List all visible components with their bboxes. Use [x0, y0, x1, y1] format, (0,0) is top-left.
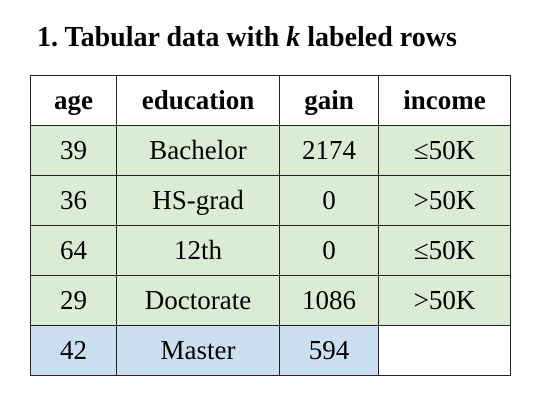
cell-income-missing — [378, 325, 511, 376]
title-suffix: labeled rows — [300, 22, 457, 53]
cell-age: 39 — [30, 125, 117, 176]
cell-gain: 2174 — [279, 125, 379, 176]
cell-age: 64 — [30, 225, 117, 276]
cell-income: >50K — [378, 175, 511, 226]
cell-education: Bachelor — [116, 125, 280, 176]
cell-gain: 0 — [279, 175, 379, 226]
table-row: 29 Doctorate 1086 >50K — [30, 275, 511, 326]
cell-age: 36 — [30, 175, 117, 226]
table-header-row: age education gain income — [30, 75, 511, 126]
table-row-unlabeled: 42 Master 594 — [30, 325, 511, 376]
table-row: 39 Bachelor 2174 ≤50K — [30, 125, 511, 176]
cell-education: HS-grad — [116, 175, 280, 226]
column-header-age: age — [30, 75, 117, 126]
table-row: 64 12th 0 ≤50K — [30, 225, 511, 276]
cell-age: 29 — [30, 275, 117, 326]
cell-education: Doctorate — [116, 275, 280, 326]
column-header-income: income — [378, 75, 511, 126]
section-title: 1. Tabular data with k labeled rows — [37, 20, 457, 56]
table-row: 36 HS-grad 0 >50K — [30, 175, 511, 226]
data-table: age education gain income 39 Bachelor 21… — [30, 75, 511, 376]
column-header-education: education — [116, 75, 280, 126]
title-prefix: 1. Tabular data with — [37, 22, 287, 53]
cell-income: ≤50K — [378, 125, 511, 176]
cell-gain: 594 — [279, 325, 379, 376]
title-k-variable: k — [286, 22, 301, 53]
cell-gain: 1086 — [279, 275, 379, 326]
cell-education: Master — [116, 325, 280, 376]
cell-education: 12th — [116, 225, 280, 276]
column-header-gain: gain — [279, 75, 379, 126]
cell-age: 42 — [30, 325, 117, 376]
cell-gain: 0 — [279, 225, 379, 276]
cell-income: >50K — [378, 275, 511, 326]
cell-income: ≤50K — [378, 225, 511, 276]
